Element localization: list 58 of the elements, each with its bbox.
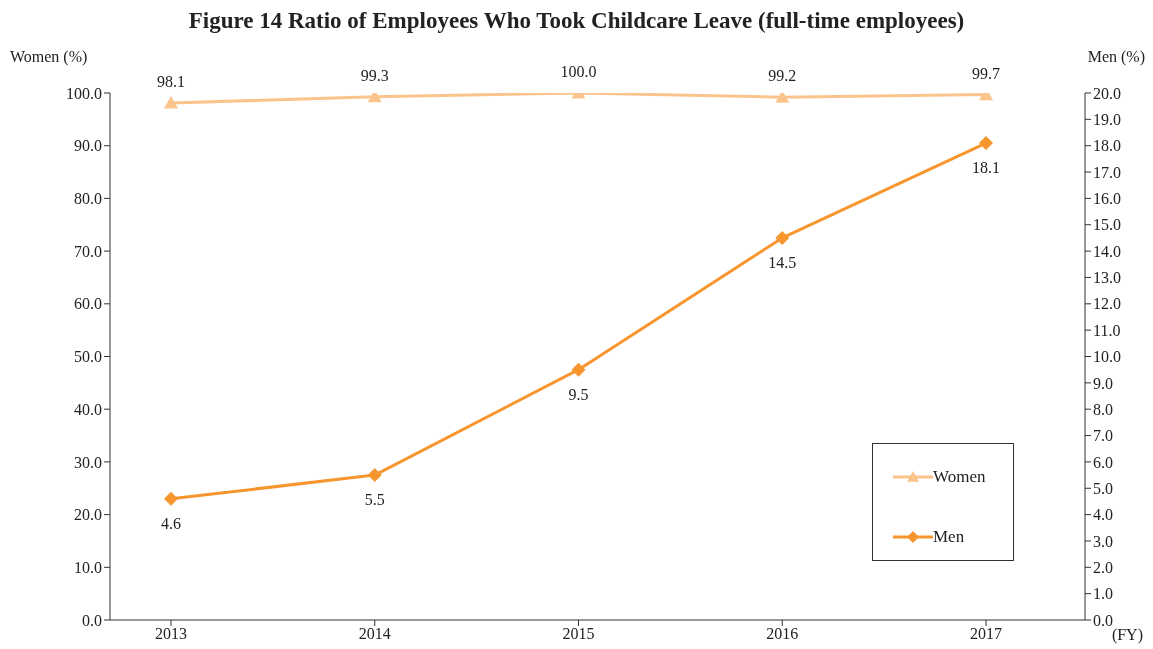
y2-tick-label: 0.0	[1093, 611, 1113, 629]
point	[367, 468, 382, 483]
y-tick-label: 100.0	[66, 84, 102, 102]
y2-tick-label: 1.0	[1093, 585, 1113, 603]
x-tick-label: 2014	[358, 625, 391, 643]
x-axis-title: (FY)	[1111, 626, 1143, 644]
data-label: 14.5	[768, 253, 797, 271]
data-label: 98.1	[157, 73, 185, 91]
y2-tick-label: 16.0	[1093, 190, 1121, 208]
y-axis-title: Women (%)	[10, 48, 88, 66]
y2-tick-label: 19.0	[1093, 111, 1121, 129]
y-tick-label: 50.0	[74, 348, 102, 366]
y2-tick-label: 2.0	[1093, 558, 1113, 576]
data-label: 18.1	[972, 159, 1000, 177]
chart-title: Figure 14 Ratio of Employees Who Took Childcare Leave (full-time employees)	[187, 8, 966, 34]
x-tick-label: 2016	[766, 625, 799, 643]
y-tick-label: 30.0	[74, 453, 102, 471]
y2-tick-label: 18.0	[1093, 137, 1121, 155]
y2-tick-label: 7.0	[1093, 427, 1113, 445]
y-tick-label: 0.0	[82, 611, 102, 629]
data-label: 99.3	[360, 66, 389, 84]
y2-tick-label: 12.0	[1093, 295, 1121, 313]
y2-tick-label: 6.0	[1093, 453, 1113, 471]
y2-tick-label: 13.0	[1093, 269, 1121, 287]
y-tick-label: 80.0	[74, 190, 102, 208]
y2-tick-label: 8.0	[1093, 400, 1113, 418]
data-label: 100.0	[560, 63, 597, 80]
y-tick-label: 90.0	[74, 137, 102, 155]
y-tick-label: 40.0	[74, 400, 102, 418]
data-label: 4.6	[161, 514, 181, 532]
point	[571, 362, 586, 377]
data-label: 9.5	[568, 385, 589, 403]
y2-tick-label: 5.0	[1093, 479, 1113, 497]
y2-tick-label: 4.0	[1093, 506, 1113, 524]
y2-tick-label: 15.0	[1093, 216, 1121, 234]
x-tick-label: 2017	[970, 625, 1002, 643]
y2-tick-label: 10.0	[1093, 348, 1121, 366]
point	[775, 230, 790, 245]
y-tick-label: 70.0	[74, 242, 102, 260]
data-label: 99.7	[972, 64, 1000, 82]
y2-tick-label: 3.0	[1093, 532, 1113, 550]
legend-label: Men	[933, 527, 965, 547]
point	[979, 136, 993, 151]
y2-tick-label: 20.0	[1093, 84, 1121, 102]
y2-tick-label: 9.0	[1093, 374, 1113, 392]
y2-tick-label: 11.0	[1093, 321, 1121, 339]
point	[164, 491, 178, 506]
legend-label: Women	[933, 467, 986, 487]
y2-tick-label: 17.0	[1093, 163, 1121, 181]
data-label: 5.5	[364, 491, 385, 509]
y-tick-label: 60.0	[74, 295, 102, 313]
x-tick-label: 2013	[155, 625, 187, 643]
y-tick-label: 20.0	[74, 506, 102, 524]
data-label: 99.2	[768, 67, 797, 85]
x-tick-label: 2015	[562, 625, 595, 643]
y2-tick-label: 14.0	[1093, 242, 1121, 260]
y-tick-label: 10.0	[74, 558, 102, 576]
y2-axis-title: Men (%)	[1087, 48, 1145, 66]
